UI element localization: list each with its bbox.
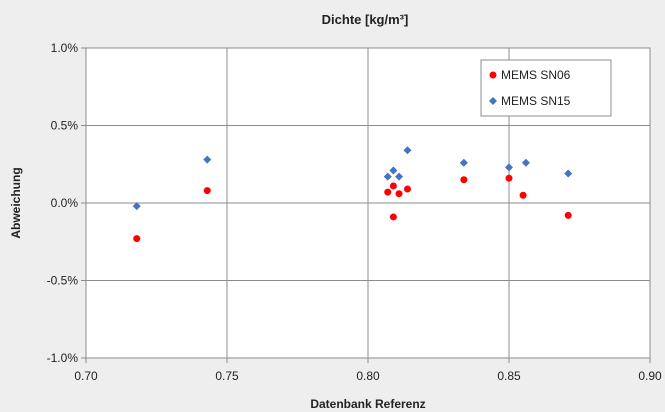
legend: MEMS SN06 MEMS SN15 [480, 59, 612, 117]
data-point [389, 182, 397, 190]
data-point [203, 187, 211, 195]
data-point [389, 213, 397, 221]
data-point [203, 155, 212, 164]
x-tick-label: 0.70 [74, 369, 98, 383]
data-point [389, 166, 398, 175]
x-tick-label: 0.85 [497, 369, 521, 383]
legend-label-sn06: MEMS SN06 [501, 68, 571, 82]
x-tick-label: 0.80 [356, 369, 380, 383]
data-point [383, 172, 392, 181]
x-axis-label: Datenbank Referenz [310, 397, 425, 411]
data-point [460, 176, 468, 184]
data-point [403, 146, 412, 155]
legend-label-sn15: MEMS SN15 [501, 94, 571, 108]
series-mems-sn06 [133, 174, 572, 243]
y-tick-label: -1.0% [47, 351, 79, 365]
legend-marker-sn15 [489, 97, 497, 105]
data-point [519, 191, 527, 199]
data-point [505, 174, 513, 182]
data-point [133, 235, 141, 243]
data-point [564, 211, 572, 219]
data-point [384, 188, 392, 196]
grid-lines [86, 48, 650, 358]
y-tick-label: -0.5% [47, 274, 79, 288]
x-tick-label: 0.75 [215, 369, 239, 383]
data-point [395, 190, 403, 198]
y-tick-label: 0.5% [51, 119, 79, 133]
y-tick-label: 1.0% [51, 41, 79, 55]
data-point [132, 202, 141, 211]
legend-box [480, 59, 612, 117]
series-mems-sn15 [132, 146, 573, 211]
y-axis-label: Abweichung [9, 167, 23, 238]
x-axis-ticks: 0.70 0.75 0.80 0.85 0.90 [74, 358, 662, 383]
data-point [459, 158, 468, 167]
data-point [403, 185, 411, 193]
y-axis-ticks: 1.0% 0.5% 0.0% -0.5% -1.0% [47, 41, 86, 365]
series-layer [132, 146, 573, 243]
data-point [564, 169, 573, 178]
data-point [521, 158, 530, 167]
data-point [395, 172, 404, 181]
chart-title: Dichte [kg/m³] [322, 12, 409, 27]
x-tick-label: 0.90 [638, 369, 662, 383]
data-point [505, 163, 513, 172]
legend-marker-sn06 [489, 71, 497, 79]
y-tick-label: 0.0% [51, 196, 79, 210]
